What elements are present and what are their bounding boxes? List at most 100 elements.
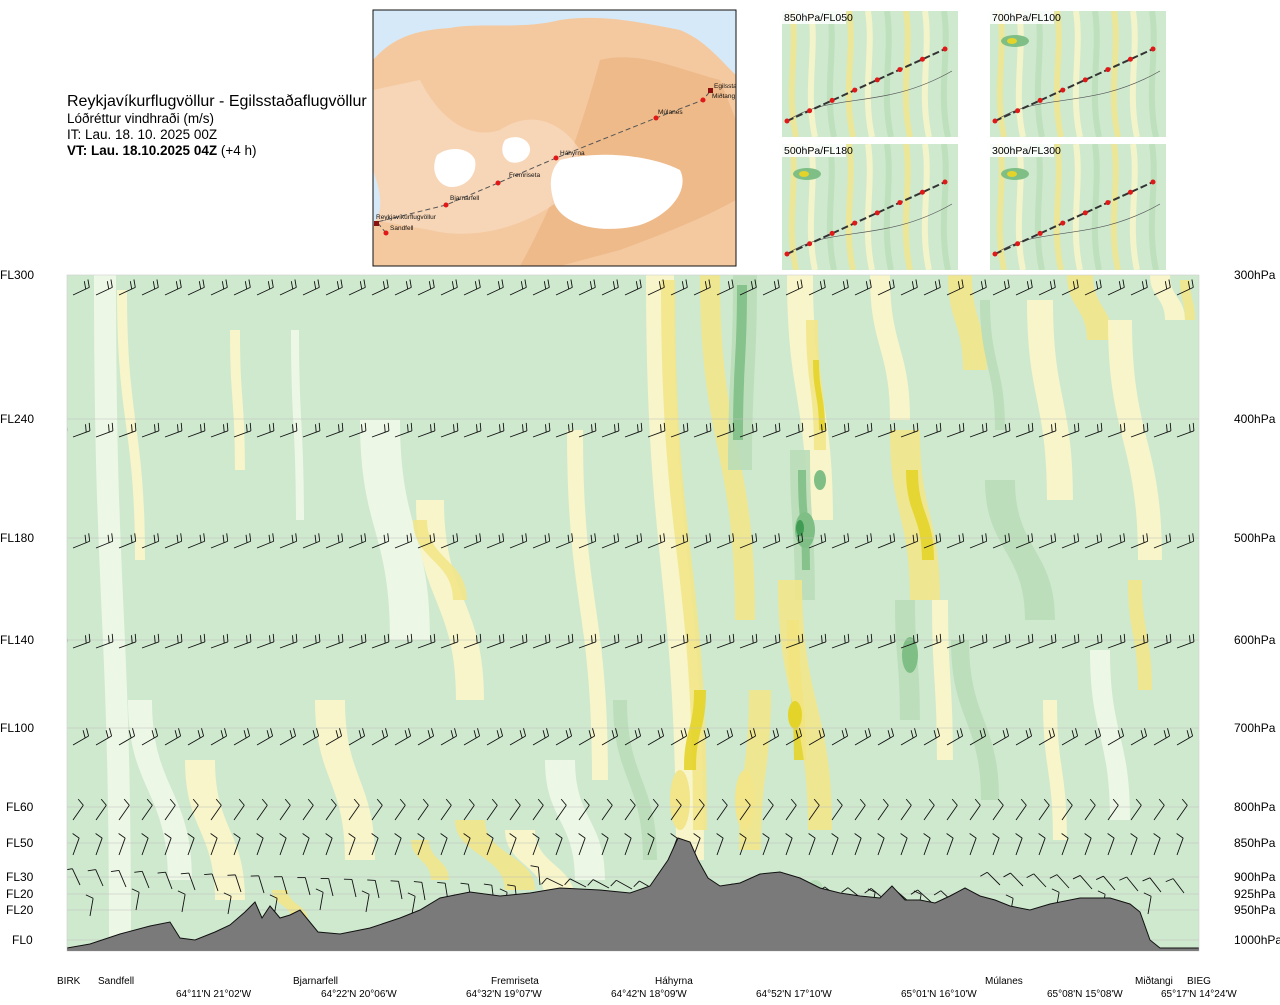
flight-level-label: FL180 (0, 531, 34, 545)
velocity-band (230, 330, 245, 470)
wind-barb (946, 633, 965, 649)
wind-barb (394, 798, 406, 821)
wind-barb (141, 833, 149, 856)
wind-barb (509, 728, 527, 746)
velocity-band (315, 700, 375, 860)
wind-barb (256, 279, 274, 296)
pressure-level-label: 850hPa (1234, 836, 1276, 850)
wind-barb (227, 874, 242, 893)
wind-barb (762, 728, 780, 746)
velocity-band (128, 700, 192, 880)
wind-barb (578, 728, 596, 746)
map-frame (372, 9, 737, 267)
wind-barb (1015, 798, 1027, 821)
wind-barb (320, 877, 334, 897)
wind-barb (463, 728, 481, 746)
wind-barb (509, 279, 527, 296)
level-thumbnail: 850hPa/FL050 (782, 11, 958, 137)
wind-barb (302, 833, 310, 856)
wind-barb (670, 422, 689, 438)
wind-barb (141, 728, 159, 746)
pressure-level-label: 925hPa (1234, 887, 1276, 901)
route-map: Egilsstaðir Miðtangi Múlanes Háhyrna Fre… (373, 10, 736, 266)
wind-barb (992, 533, 1011, 549)
waypoint-label: BIRK (57, 976, 81, 987)
coordinate-label: 64°22'N 20°06'W (321, 989, 397, 1000)
velocity-band (646, 275, 704, 860)
pressure-level-label: 400hPa (1234, 412, 1276, 426)
wind-barb (274, 876, 288, 895)
wind-barb (1061, 633, 1080, 649)
wind-barb (440, 833, 448, 856)
chart-header: Reykjavíkurflugvöllur - Egilsstaðaflugvö… (67, 93, 367, 159)
velocity-band (906, 470, 934, 560)
wind-barb (601, 533, 620, 549)
chart-title: Reykjavíkurflugvöllur - Egilsstaðaflugvö… (67, 93, 367, 110)
flight-level-label: FL240 (0, 412, 34, 426)
wind-barb (157, 871, 173, 890)
wind-barb (578, 422, 597, 438)
wind-barb (1038, 279, 1056, 296)
wind-barb (210, 279, 228, 296)
wind-barb (1107, 798, 1119, 821)
wind-barb (877, 533, 896, 549)
wind-barb (233, 422, 252, 438)
wind-barb (785, 728, 803, 746)
wind-barb (532, 833, 540, 856)
wind-barb (969, 728, 987, 746)
velocity-band (1180, 280, 1195, 320)
pressure-level-label: 500hPa (1234, 531, 1276, 545)
wind-barb (279, 728, 297, 746)
wind-barb (164, 533, 183, 549)
wind-barb (923, 728, 941, 746)
wind-barb (808, 422, 827, 438)
wind-barb (256, 422, 275, 438)
wind-barb (394, 279, 412, 296)
wind-barb (279, 798, 291, 821)
wind-barb (302, 798, 314, 821)
wind-barb (131, 888, 140, 911)
wind-barb (716, 279, 734, 296)
wind-barb (969, 533, 988, 549)
wind-barb (1130, 279, 1148, 296)
coordinate-label: 64°42'N 18°09'W (611, 989, 687, 1000)
waypoint-label: Miðtangi (1135, 975, 1173, 987)
wind-barb (624, 533, 643, 549)
wind-barb (509, 533, 528, 549)
wind-barb (1176, 422, 1195, 438)
wind-barb (72, 279, 90, 296)
wind-barb (486, 833, 494, 856)
thumbnail-label: 850hPa/FL050 (784, 12, 853, 24)
coordinate-label: 64°52'N 17°10'W (756, 989, 832, 1000)
waypoint-label: BIEG (1187, 976, 1211, 987)
wind-barb (118, 533, 137, 549)
velocity-band (980, 300, 1005, 430)
wind-barb (739, 728, 757, 746)
wind-barb (302, 633, 321, 649)
wind-barb (134, 870, 150, 889)
wind-barb (647, 728, 665, 746)
wind-barb (1095, 875, 1116, 891)
pressure-level-label: 950hPa (1234, 903, 1276, 917)
wind-barb (1038, 533, 1057, 549)
wind-barb (532, 728, 550, 746)
wind-barb (670, 633, 689, 649)
wind-barb (716, 633, 735, 649)
wind-barb (854, 422, 873, 438)
wind-barb (877, 798, 889, 821)
wind-barb (969, 422, 988, 438)
wind-barb (1119, 876, 1139, 892)
wind-barb (177, 890, 186, 913)
pressure-level-label: 600hPa (1234, 633, 1276, 647)
wind-barb (1084, 798, 1096, 821)
wind-barb (302, 422, 321, 438)
thumbnail-label: 300hPa/FL300 (992, 145, 1061, 157)
velocity-band (185, 760, 245, 900)
wind-barb (509, 633, 528, 649)
level-thumbnail: 500hPa/FL180 (782, 144, 958, 270)
wind-barb (1084, 422, 1103, 438)
wind-barb (1015, 833, 1023, 856)
velocity-band (455, 820, 535, 890)
wind-barb (210, 728, 228, 746)
wind-barb (587, 879, 610, 889)
